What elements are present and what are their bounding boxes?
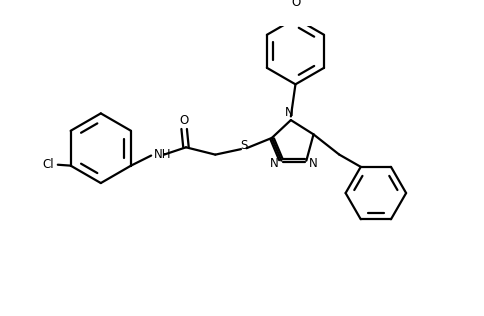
Text: N: N <box>309 157 318 170</box>
Text: NH: NH <box>154 148 171 161</box>
Text: O: O <box>180 114 189 127</box>
Text: Cl: Cl <box>43 158 54 171</box>
Text: N: N <box>270 157 278 170</box>
Text: O: O <box>292 0 301 9</box>
Text: S: S <box>240 139 247 152</box>
Text: N: N <box>285 106 293 119</box>
